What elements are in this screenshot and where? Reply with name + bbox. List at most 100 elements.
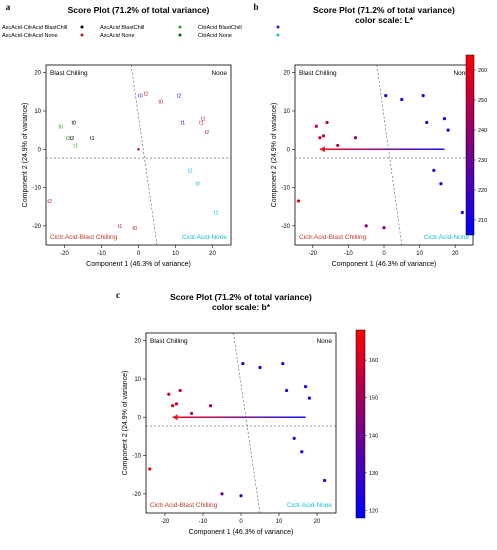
data-point-label: t1 — [201, 117, 206, 123]
y-tick-label: -20 — [132, 492, 141, 498]
data-point-label: t1 — [73, 143, 78, 149]
y-tick-label: 20 — [283, 71, 290, 77]
data-point — [167, 392, 171, 396]
y-tick-label: 20 — [134, 339, 141, 345]
y-tick-label: -10 — [281, 186, 290, 192]
data-point — [304, 385, 308, 389]
x-axis-label: Component 1 (46.3% of variance) — [189, 529, 294, 536]
colorbar-tick-label: 130 — [369, 471, 378, 477]
diagonal-reference-line — [233, 333, 261, 513]
chart-subtitle: color scale: b* — [212, 302, 271, 312]
data-point — [307, 396, 311, 400]
corner-label-bottom-right: Cictr.Acid-None — [182, 234, 228, 241]
x-tick-label: -10 — [344, 251, 353, 257]
data-point-label: t2 — [205, 130, 210, 136]
x-tick-label: 0 — [382, 251, 386, 257]
data-point — [353, 136, 358, 140]
data-point — [446, 128, 450, 132]
y-tick-label: 10 — [283, 109, 290, 115]
legend-marker — [178, 33, 182, 37]
data-point-label: t2 — [188, 168, 193, 174]
data-point — [460, 210, 464, 215]
data-point — [439, 182, 443, 186]
legend-marker — [80, 25, 84, 29]
corner-label-top-right: None — [211, 70, 227, 77]
legend-label: AscAcid-CitrAcid None — [2, 33, 58, 39]
y-tick-label: 10 — [34, 109, 41, 115]
corner-label-top-left: Blast Chilling — [150, 338, 188, 345]
data-point — [421, 94, 425, 98]
data-point-label: t0 — [59, 124, 64, 130]
colorbar-tick-label: 260 — [478, 68, 487, 74]
chart-title: Score Plot (71.2% of total variance) — [313, 5, 455, 15]
data-point — [285, 388, 289, 393]
data-point — [174, 402, 178, 406]
data-point-label: t0 — [133, 226, 138, 232]
data-point — [292, 436, 296, 440]
data-point-label: t0 — [138, 94, 143, 100]
corner-label-bottom-left: Cictr.Acid-Blast Chilling — [50, 234, 118, 241]
plot-area — [145, 332, 337, 514]
data-point-label: t1 — [214, 210, 219, 216]
arrow-head — [319, 146, 325, 153]
colorbar-tick-label: 150 — [369, 396, 378, 402]
corner-label-bottom-left: Cictr.Acid-Blast Chilling — [299, 234, 367, 241]
data-point — [314, 124, 318, 128]
data-point — [384, 94, 388, 98]
legend-marker — [276, 33, 280, 37]
legend-label: CitrAcid None — [198, 33, 232, 39]
y-tick-label: -10 — [132, 454, 141, 460]
data-point — [300, 450, 304, 454]
chart-panel-a: a Score Plot (71.2% of total variance) Asc… — [2, 2, 280, 268]
colorbar-tick-label: 160 — [369, 358, 378, 364]
plot-inner — [295, 65, 473, 245]
data-point — [336, 143, 340, 148]
corner-label-bottom-right: Cictr.Acid-None — [287, 502, 333, 509]
y-tick-label: 20 — [34, 71, 41, 77]
plot-inner — [146, 333, 336, 513]
data-point — [220, 492, 224, 496]
y-tick-label: 0 — [138, 415, 142, 421]
data-point-label: t1 — [118, 224, 123, 230]
panel-letter: c — [116, 290, 120, 300]
corner-label-top-left: Blast Chilling — [50, 70, 88, 77]
y-axis-label: Component 2 (24.9% of variance) — [22, 103, 29, 208]
colorbar-tick-label: 220 — [478, 188, 487, 194]
data-point — [432, 168, 436, 172]
corner-label-top-right: None — [453, 70, 469, 77]
data-point — [296, 199, 301, 203]
data-point — [323, 478, 327, 483]
x-tick-label: 10 — [172, 251, 179, 257]
y-tick-label: -20 — [281, 224, 290, 230]
y-tick-label: -10 — [32, 186, 41, 192]
chart-panel-c: c Score Plot (71.2% of total variance)col… — [116, 290, 378, 536]
legend-label: AscAcid BlastChill — [100, 25, 144, 31]
x-tick-label: 20 — [209, 251, 216, 257]
x-tick-label: 20 — [452, 251, 459, 257]
x-tick-label: 10 — [416, 251, 423, 257]
x-tick-label: 0 — [239, 519, 243, 525]
data-point-label: t0 — [195, 182, 200, 188]
data-point — [321, 134, 326, 138]
x-axis-label: Component 1 (46.3% of variance) — [86, 261, 191, 268]
corner-label-top-right: None — [316, 338, 332, 345]
arrow-head — [172, 414, 178, 421]
data-point-label: t0 — [71, 120, 76, 126]
legend-marker — [80, 33, 84, 37]
x-tick-label: 20 — [314, 519, 321, 525]
plot-area — [294, 64, 474, 246]
data-point-label: t2 — [144, 92, 149, 98]
data-point — [281, 362, 285, 366]
chart-title: Score Plot (71.2% of total variance) — [170, 292, 312, 302]
x-tick-label: -20 — [308, 251, 317, 257]
colorbar — [355, 329, 366, 519]
data-point — [425, 120, 429, 125]
colorbar-tick-label: 240 — [478, 128, 487, 134]
data-point — [241, 362, 245, 366]
data-point-label: t2 — [177, 94, 182, 100]
data-point-label: t2 — [66, 136, 71, 142]
x-axis-label: Component 1 (46.3% of variance) — [332, 261, 437, 268]
data-point — [442, 117, 447, 121]
data-point — [190, 411, 194, 416]
